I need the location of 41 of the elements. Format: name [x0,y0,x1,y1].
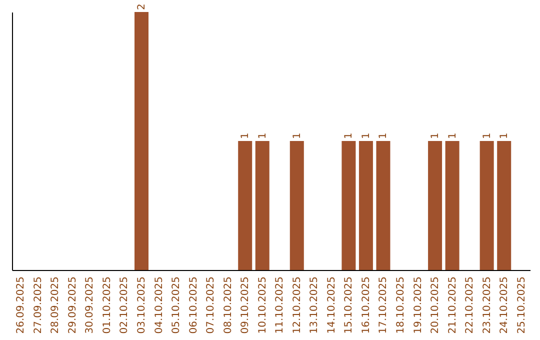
x-tick-label: 02.10.2025 [119,276,130,334]
x-tick-label: 14.10.2025 [326,276,338,334]
data-label: 1 [344,132,355,139]
data-label: 1 [482,132,493,139]
x-tick-label: 15.10.2025 [344,276,355,334]
data-label: 1 [240,132,252,139]
x-tick-label: 09.10.2025 [240,276,252,334]
x-tick-label: 17.10.2025 [378,276,390,334]
x-tick-label: 22.10.2025 [464,276,476,334]
x-tick-label: 24.10.2025 [499,276,510,334]
x-tick-label: 05.10.2025 [171,276,182,334]
x-tick-label: 19.10.2025 [412,276,424,334]
x-tick-label: 07.10.2025 [206,276,217,334]
x-tick-label: 20.10.2025 [430,276,442,334]
x-tick-label: 27.09.2025 [32,276,44,334]
data-label: 1 [292,132,303,139]
x-tick-label: 16.10.2025 [360,276,372,334]
data-label: 1 [499,132,510,139]
x-tick-label: 13.10.2025 [309,276,320,334]
x-tick-label: 01.10.2025 [102,276,113,334]
x-tick-label: 28.09.2025 [50,276,62,334]
data-label: 1 [378,132,390,139]
x-tick-label: 03.10.2025 [136,276,148,334]
data-label: 1 [447,132,458,139]
data-label: 1 [257,132,268,139]
x-tick-label: 26.09.2025 [16,276,27,334]
x-tick-label: 04.10.2025 [154,276,165,334]
x-tick-label: 18.10.2025 [396,276,406,334]
data-label: 1 [430,132,442,139]
x-tick-label: 06.10.2025 [188,276,200,334]
x-tick-label: 08.10.2025 [222,276,234,334]
x-tick-label: 25.10.2025 [516,276,528,334]
data-label: 2 [136,4,148,10]
x-tick-label: 11.10.2025 [274,276,286,334]
data-label: 1 [360,132,372,139]
x-tick-label: 12.10.2025 [292,276,303,334]
x-tick-label: 10.10.2025 [257,276,268,334]
x-tick-label: 29.09.2025 [67,276,78,334]
x-tick-label: 21.10.2025 [447,276,458,334]
x-tick-label: 23.10.2025 [482,276,493,334]
x-tick-label: 30.09.2025 [84,276,96,334]
